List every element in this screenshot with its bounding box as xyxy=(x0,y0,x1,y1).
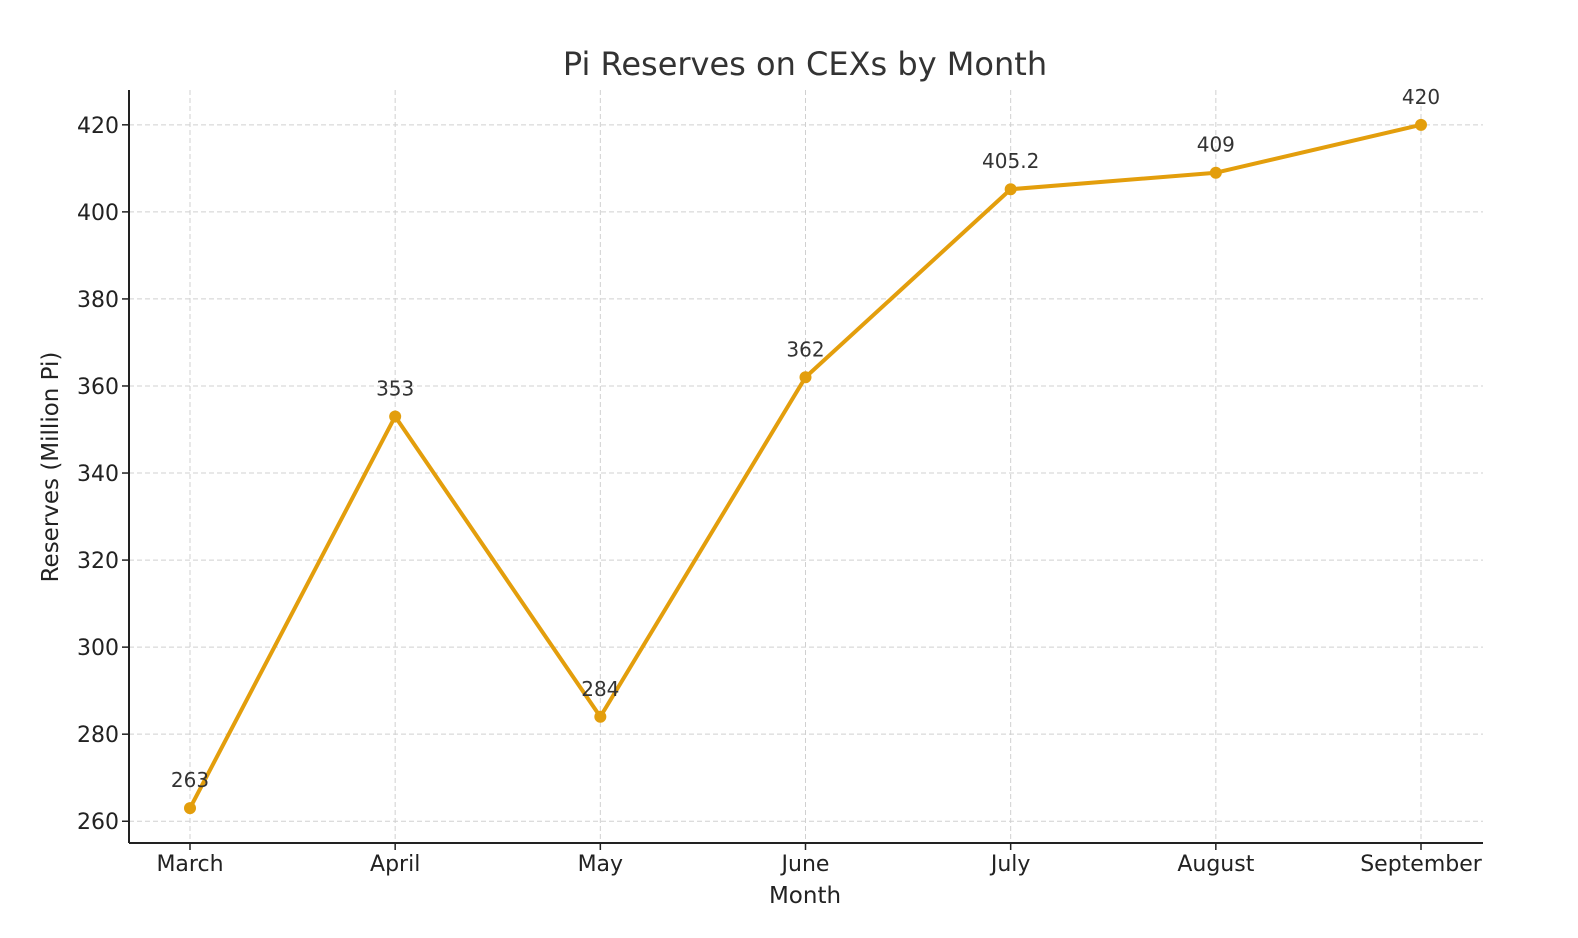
x-axis-title: Month xyxy=(769,883,841,909)
y-tick-label: 260 xyxy=(77,810,119,835)
series-layer xyxy=(184,118,1427,815)
data-point-marker xyxy=(1004,183,1017,196)
x-tick-label: March xyxy=(156,852,223,877)
data-point-marker xyxy=(389,410,402,423)
y-tick-label: 300 xyxy=(77,636,119,661)
y-tick-label: 360 xyxy=(77,375,119,400)
x-tick-label: May xyxy=(578,852,623,877)
grid-layer xyxy=(129,90,1483,843)
x-tick-label: April xyxy=(370,852,420,877)
y-tick-label: 320 xyxy=(77,549,119,574)
data-point-marker xyxy=(184,802,196,815)
data-point-marker xyxy=(799,371,812,384)
y-axis-title: Reserves (Million Pi) xyxy=(38,352,64,583)
y-tick-label: 400 xyxy=(77,201,119,226)
data-label: 409 xyxy=(1197,133,1235,157)
data-label: 420 xyxy=(1402,85,1440,109)
data-point-marker xyxy=(594,710,607,723)
labels-layer: 263 353 284 362 405.2 409 420 xyxy=(171,85,1440,792)
data-label: 263 xyxy=(171,768,209,792)
data-point-marker xyxy=(1415,118,1427,131)
x-tick-label: July xyxy=(989,852,1031,877)
y-tick-label: 280 xyxy=(77,723,119,748)
y-tick-label: 340 xyxy=(77,462,119,487)
x-tick-label: June xyxy=(780,852,830,877)
data-label: 405.2 xyxy=(982,149,1039,173)
data-point-marker xyxy=(1209,166,1222,179)
chart-title: Pi Reserves on CEXs by Month xyxy=(563,45,1047,83)
y-tick-label: 420 xyxy=(77,114,119,139)
axes-layer: 260 280 300 320 340 360 380 400 420 March April May… xyxy=(77,90,1483,877)
x-tick-label: September xyxy=(1360,852,1483,877)
x-tick-label: August xyxy=(1177,852,1254,877)
data-label: 362 xyxy=(786,337,824,361)
data-label: 284 xyxy=(581,677,619,701)
y-tick-label: 380 xyxy=(77,288,119,313)
data-label: 353 xyxy=(376,376,414,400)
